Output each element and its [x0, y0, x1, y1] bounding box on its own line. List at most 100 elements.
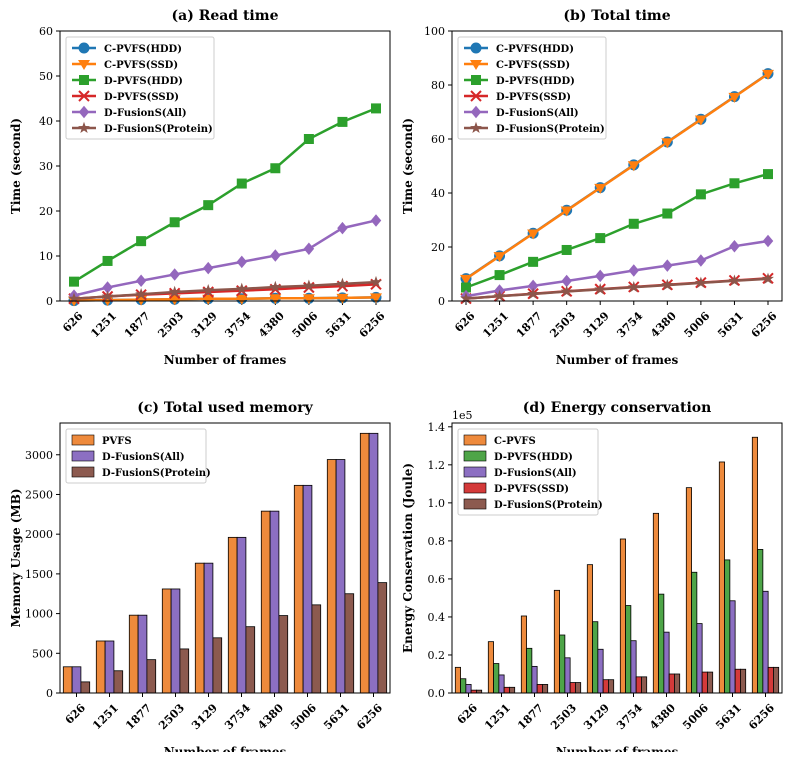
x-tick-label: 1251 [88, 309, 119, 340]
legend-marker [470, 60, 482, 70]
data-point [303, 242, 315, 256]
series-D-FusionS(Protein) [80, 582, 388, 694]
x-tick-label: 1877 [514, 309, 545, 340]
bar [724, 559, 731, 694]
x-tick-label: 626 [63, 701, 89, 727]
data-point [694, 115, 707, 126]
data-point [235, 282, 248, 294]
x-tick-label: 4380 [648, 309, 679, 340]
data-point [135, 274, 147, 287]
x-tick-label: 626 [455, 701, 481, 727]
x-tick-label: 626 [452, 309, 478, 335]
bar [80, 681, 91, 694]
data-point [662, 208, 673, 219]
bar [71, 666, 82, 694]
y-tick-label: 3000 [25, 449, 53, 462]
data-point [728, 274, 741, 286]
x-tick-label: 5631 [715, 309, 746, 340]
data-point [528, 256, 539, 267]
legend-entry: C-PVFS(SSD) [104, 60, 178, 71]
y-axis-label: Memory Usage (MB) [9, 488, 23, 627]
series-line [73, 296, 377, 302]
x-tick-label: 3129 [581, 309, 612, 340]
bar [751, 436, 758, 694]
data-point [628, 218, 639, 229]
bar [104, 640, 115, 694]
bar [553, 589, 560, 694]
bar [625, 605, 632, 694]
bar [729, 600, 736, 694]
data-point [460, 274, 472, 285]
legend-marker [78, 60, 90, 70]
legend-entry: D-FusionS(Protein) [104, 124, 213, 135]
bar [487, 641, 494, 694]
legend-entry: D-PVFS(HDD) [494, 452, 573, 463]
bar [757, 549, 764, 694]
bar [236, 536, 247, 694]
data-point [269, 294, 282, 305]
chart-title: (c) Total used memory [137, 400, 313, 416]
y-tick-label: 20 [431, 241, 445, 254]
bar [503, 686, 510, 694]
bar [526, 647, 533, 694]
series-D-FusionS(All) [460, 234, 774, 303]
data-point [336, 277, 349, 289]
data-point [460, 292, 472, 304]
data-point [370, 293, 382, 304]
y-tick-label: 2500 [25, 488, 53, 501]
legend-box [457, 428, 599, 516]
bar [359, 432, 370, 694]
bar [493, 663, 500, 694]
legend-entry: D-PVFS(SSD) [104, 92, 179, 103]
data-point [302, 294, 315, 305]
x-tick-label: 2503 [156, 701, 187, 732]
y-axis-label: Time (second) [401, 118, 415, 214]
data-point [527, 279, 539, 293]
data-point [494, 270, 505, 281]
bar [635, 676, 642, 694]
bar [278, 615, 289, 694]
plot-frame [451, 422, 783, 694]
series-PVFS [62, 432, 370, 694]
data-point [561, 244, 572, 255]
bar [619, 538, 626, 694]
series-D-PVFS(HDD) [460, 549, 764, 694]
x-tick-label: 6256 [357, 309, 388, 340]
legend-box [65, 36, 215, 140]
data-point [628, 264, 640, 277]
bar [734, 668, 741, 694]
data-point [695, 254, 707, 267]
legend-entry: D-PVFS(HDD) [496, 76, 575, 87]
x-tick-label: 2503 [547, 309, 578, 340]
data-point [595, 233, 606, 244]
series-line [73, 219, 377, 297]
legend-entry: D-PVFS(SSD) [496, 92, 571, 103]
data-point [202, 283, 215, 296]
legend-marker [471, 75, 481, 85]
bar [62, 666, 73, 694]
bar [113, 670, 124, 694]
x-axis-label: Number of frames [556, 353, 679, 367]
legend-marker [470, 42, 482, 54]
bar [454, 666, 461, 694]
bar [368, 432, 379, 694]
bar [691, 571, 698, 694]
legend-entry: C-PVFS(SSD) [496, 60, 570, 71]
series-D-FusionS(Protein) [460, 272, 774, 304]
y-tick-label: 1500 [25, 568, 53, 581]
data-point [235, 294, 248, 305]
bar [542, 684, 549, 694]
bar [536, 684, 543, 694]
series-D-PVFS(HDD) [69, 103, 381, 287]
bar [269, 510, 280, 694]
data-point [661, 138, 674, 149]
series-D-FusionS(Protein) [476, 666, 780, 694]
bar [95, 640, 106, 694]
x-axis-label: Number of frames [556, 745, 679, 752]
bar [311, 604, 322, 694]
legend: C-PVFS(HDD) C-PVFS(SSD) D-PVFS(HDD) D-PVFS(… [457, 36, 607, 140]
series-D-FusionS(All) [68, 214, 382, 302]
x-tick-label: 3129 [581, 701, 612, 732]
data-point [762, 272, 774, 284]
bar [170, 588, 181, 694]
